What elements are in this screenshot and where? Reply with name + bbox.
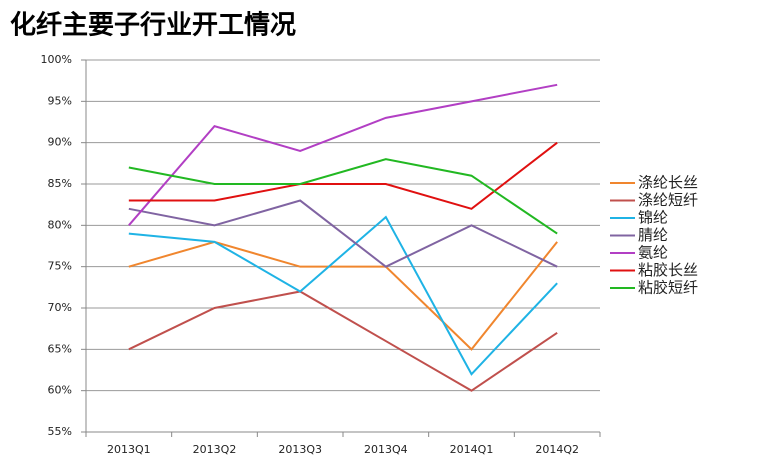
legend-label: 粘胶短纤 [638, 279, 698, 297]
legend-label: 涤纶长丝 [638, 174, 698, 192]
y-tick-label: 85% [48, 177, 72, 190]
legend-label: 涤纶短纤 [638, 191, 698, 209]
y-tick-label: 95% [48, 94, 72, 107]
y-tick-label: 70% [48, 301, 72, 314]
legend-label: 腈纶 [638, 226, 668, 244]
y-tick-label: 75% [48, 260, 72, 273]
y-tick-label: 60% [48, 384, 72, 397]
series-line [128, 199, 558, 268]
legend-label: 锦纶 [638, 209, 668, 227]
y-tick-label: 100% [41, 53, 72, 66]
y-tick-label: 55% [48, 425, 72, 438]
y-tick-label: 90% [48, 136, 72, 149]
legend-label: 氨纶 [638, 244, 668, 262]
x-tick-label: 2013Q4 [364, 443, 408, 456]
series-line [128, 141, 558, 210]
chart-title: 化纤主要子行业开工情况 [10, 10, 296, 41]
x-tick-label: 2014Q1 [450, 443, 494, 456]
y-tick-label: 65% [48, 342, 72, 355]
y-tick-label: 80% [48, 218, 72, 231]
series-line [128, 240, 558, 351]
legend-label: 粘胶长丝 [638, 261, 698, 279]
series-line [128, 83, 558, 226]
x-tick-label: 2013Q2 [193, 443, 237, 456]
x-tick-label: 2013Q3 [278, 443, 322, 456]
x-tick-label: 2014Q2 [535, 443, 579, 456]
series-line [128, 215, 558, 376]
series-line [128, 290, 558, 392]
series-line [128, 158, 558, 235]
x-tick-label: 2013Q1 [107, 443, 151, 456]
